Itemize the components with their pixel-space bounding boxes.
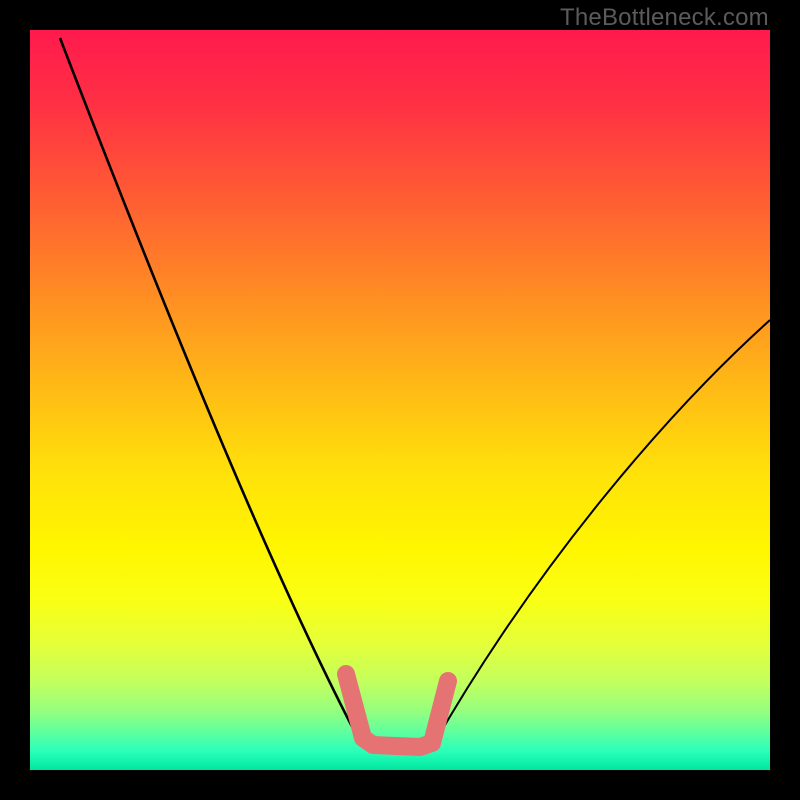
plot-area	[30, 30, 770, 770]
chart-canvas: TheBottleneck.com	[0, 0, 800, 800]
plot-svg	[30, 30, 770, 770]
watermark-text: TheBottleneck.com	[560, 4, 769, 32]
gradient-background	[30, 30, 770, 770]
